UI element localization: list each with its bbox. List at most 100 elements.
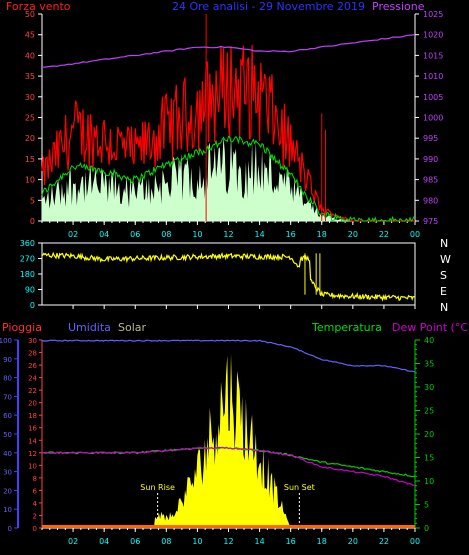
temperatura-tick-label: 35 [424,360,434,369]
pressione-label: Pressione [372,0,425,13]
top-left-tick-label: 25 [25,114,35,123]
direction-tick-label: 180 [20,270,35,279]
bottom-x-tick-label: 08 [161,537,171,546]
top-right-tick-label: 1010 [423,72,443,81]
bottom-x-tick-label: 20 [348,537,358,546]
wind-avg-line [41,135,416,223]
temperatura-tick-label: 0 [424,524,429,533]
temperatura-label: Temperatura [311,321,382,334]
temperatura-tick-label: 5 [424,501,429,510]
pioggia-tick-label: 100 [0,337,12,345]
umidita-tick-label: 0 [33,525,37,533]
pioggia-tick-label: 50 [3,431,12,439]
bottom-x-tick-label: 04 [99,537,109,546]
pioggia-tick-label: 90 [3,356,12,364]
pioggia-tick-label: 10 [3,506,12,514]
direction-tick-label: 90 [25,286,35,295]
umidita-tick-label: 10 [28,462,37,470]
humidity-temperature-panel: 0102030405060708090100024681012141618202… [0,336,434,546]
top-right-tick-label: 1005 [423,93,443,102]
sunrise-label: Sun Rise [140,483,175,492]
top-x-tick-label: 18 [317,230,327,239]
bottom-x-tick-label: 18 [317,537,327,546]
top-left-tick-label: 15 [25,155,35,164]
dew-point-line [41,446,416,486]
pioggia-tick-label: 20 [3,487,12,495]
top-x-tick-label: 04 [99,230,109,239]
bottom-x-tick-label: 12 [223,537,233,546]
bottom-x-tick-label: 10 [192,537,202,546]
pioggia-tick-label: 80 [3,375,12,383]
pioggia-tick-label: 60 [3,412,12,420]
compass-label: E [440,285,447,298]
wind-gust-line [41,44,415,222]
umidita-tick-label: 18 [28,412,37,420]
chart-title: 24 Ore analisi - 29 Novembre 2019 [172,0,365,13]
top-right-tick-label: 975 [423,217,438,226]
temperatura-tick-label: 25 [424,407,434,416]
temperatura-tick-label: 15 [424,454,434,463]
direction-line [41,251,416,302]
umidita-tick-label: 16 [28,425,37,433]
top-x-tick-label: 12 [223,230,233,239]
umidita-tick-label: 6 [33,487,38,495]
top-left-tick-label: 0 [30,217,35,226]
direction-frame [41,242,416,306]
direction-tick-label: 360 [20,239,35,248]
direction-tick-label: 0 [30,301,35,310]
top-left-tick-label: 35 [25,72,35,81]
bottom-x-tick-label: 00 [410,537,420,546]
umidita-label: Umidita [68,321,111,334]
bottom-x-tick-label: 14 [254,537,264,546]
temperatura-tick-label: 10 [424,477,434,486]
top-x-tick-label: 08 [161,230,171,239]
wind-base-area [42,134,415,221]
top-right-tick-label: 995 [423,134,438,143]
top-left-tick-label: 20 [25,134,35,143]
bottom-x-tick-label: 22 [379,537,389,546]
top-left-tick-label: 40 [25,51,35,60]
umidita-tick-label: 12 [28,450,37,458]
top-right-tick-label: 1020 [423,31,443,40]
top-right-tick-label: 980 [423,196,438,205]
top-right-tick-label: 1025 [423,10,443,19]
forza-vento-label: Forza vento [6,0,71,13]
top-right-tick-label: 1015 [423,51,443,60]
pioggia-tick-label: 40 [3,450,12,458]
dew-point-label: Dew Point (°C) [392,321,469,334]
umidita-tick-label: 2 [33,512,37,520]
compass-label: W [440,253,451,266]
solar-area [42,353,415,528]
top-right-tick-label: 1000 [423,114,443,123]
top-x-tick-label: 00 [410,230,420,239]
pioggia-tick-label: 30 [3,469,12,477]
compass-label: N [440,301,448,314]
umidita-tick-label: 20 [28,400,37,408]
top-x-tick-label: 02 [68,230,78,239]
top-x-tick-label: 06 [130,230,140,239]
compass-label: S [440,269,447,282]
top-right-tick-label: 990 [423,155,438,164]
top-left-tick-label: 50 [25,10,35,19]
umidita-tick-label: 30 [28,337,37,345]
pioggia-baseline [42,525,415,528]
top-left-tick-label: 45 [25,31,35,40]
top-left-tick-label: 5 [30,196,35,205]
umidita-line [41,339,416,373]
pioggia-tick-label: 70 [3,393,12,401]
temperatura-tick-label: 40 [424,336,434,345]
solar-label: Solar [118,321,147,334]
bottom-x-tick-label: 06 [130,537,140,546]
temperatura-tick-label: 30 [424,383,434,392]
umidita-tick-label: 28 [28,350,37,358]
umidita-tick-label: 14 [28,437,37,445]
top-x-tick-label: 20 [348,230,358,239]
pioggia-label: Pioggia [2,321,42,334]
pioggia-tick-label: 0 [8,525,12,533]
umidita-tick-label: 4 [33,500,38,508]
top-x-tick-label: 14 [254,230,264,239]
direction-tick-label: 270 [20,255,35,264]
top-right-tick-label: 985 [423,176,438,185]
